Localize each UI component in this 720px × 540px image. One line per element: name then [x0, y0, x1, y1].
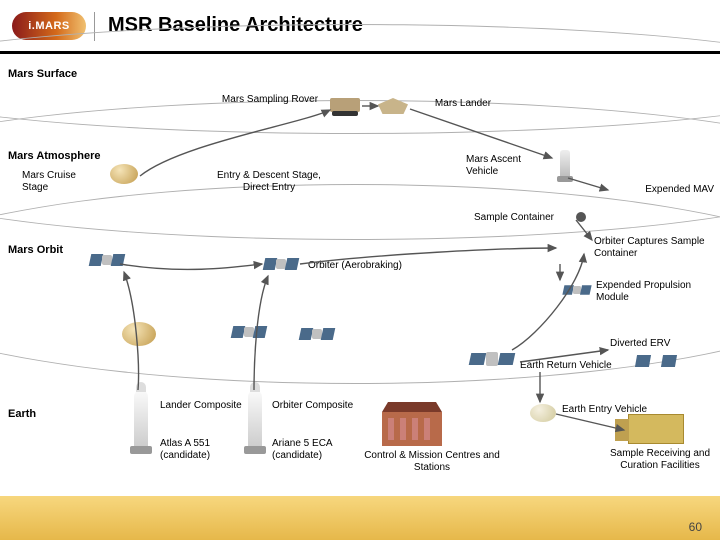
rocket-ariane-icon — [248, 390, 262, 448]
cruise-capsule-icon — [110, 164, 138, 184]
orbiter-aero-icon-2 — [264, 256, 298, 272]
eev-icon — [530, 404, 556, 422]
label-edl: Entry & Descent Stage, Direct Entry — [204, 170, 334, 193]
label-control: Control & Mission Centres and Stations — [362, 450, 502, 473]
label-sample-container: Sample Container — [454, 212, 574, 224]
mav-icon — [560, 150, 570, 178]
facility-icon — [628, 414, 684, 444]
label-cruise: Mars Cruise Stage — [22, 170, 102, 193]
section-atmosphere: Mars Atmosphere — [8, 150, 101, 162]
label-diverted-erv: Diverted ERV — [610, 338, 710, 350]
section-orbit: Mars Orbit — [8, 244, 63, 256]
rover-icon — [330, 98, 360, 112]
label-orbiter-comp: Orbiter Composite — [272, 400, 362, 412]
label-facility: Sample Receiving and Curation Facilities — [602, 448, 718, 471]
label-orbiter-capture: Orbiter Captures Sample Container — [594, 236, 714, 259]
label-orbiter-aero: Orbiter (Aerobraking) — [308, 260, 418, 272]
footer-gold-band — [0, 496, 720, 540]
label-exp-prop: Expended Propulsion Module — [596, 280, 716, 303]
sample-container-icon — [576, 212, 586, 222]
label-exp-mav: Expended MAV — [614, 184, 714, 196]
lander-composite-icon — [122, 322, 156, 346]
section-surface: Mars Surface — [8, 68, 77, 80]
section-earth: Earth — [8, 408, 36, 420]
label-rover: Mars Sampling Rover — [220, 94, 320, 106]
label-lander-comp: Lander Composite — [160, 400, 250, 412]
label-lander: Mars Lander — [418, 98, 508, 110]
label-ariane: Ariane 5 ECA (candidate) — [272, 438, 372, 461]
diverted-erv-icon — [636, 354, 676, 368]
exp-prop-icon — [560, 282, 594, 298]
label-mav: Mars Ascent Vehicle — [466, 154, 556, 177]
control-centre-icon — [382, 412, 442, 446]
page-number: 60 — [689, 520, 702, 534]
orbiter-aero-icon — [90, 252, 124, 268]
diagram-canvas: Mars Surface Mars Atmosphere Mars Orbit … — [0, 54, 720, 494]
erv-icon — [470, 350, 514, 368]
rocket-atlas-icon — [134, 390, 148, 448]
orbiter-composite-icon-2 — [300, 326, 334, 342]
lander-icon — [378, 98, 408, 114]
orbiter-composite-icon — [232, 324, 266, 340]
label-erv: Earth Return Vehicle — [520, 360, 620, 372]
